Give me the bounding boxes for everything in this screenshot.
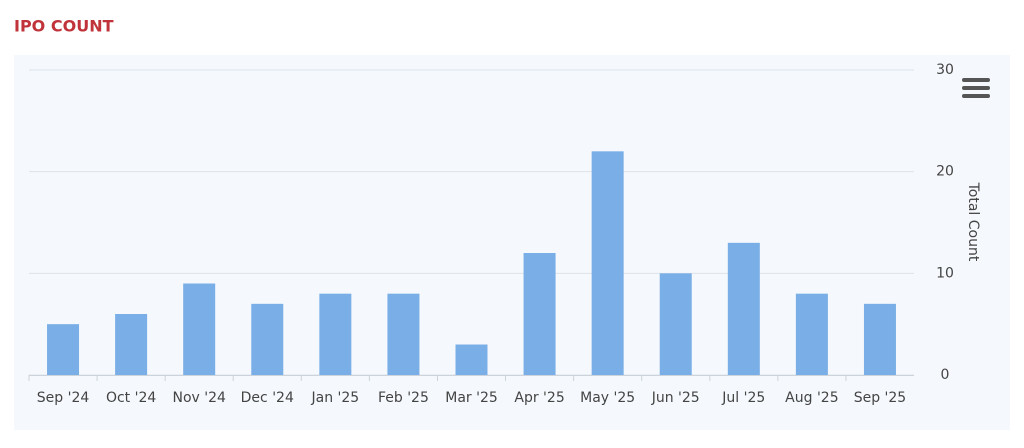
bar (115, 314, 148, 375)
bar (591, 151, 624, 375)
y-tick-label: 20 (936, 164, 954, 180)
bar (659, 273, 692, 375)
x-tick-label: Jul '25 (721, 390, 765, 406)
y-tick-label: 0 (941, 367, 950, 383)
x-tick-label: Feb '25 (378, 390, 429, 406)
bar (183, 283, 216, 375)
x-tick-label: May '25 (580, 390, 635, 406)
menu-bar (962, 94, 990, 98)
x-tick-label: Jan '25 (310, 390, 359, 406)
chart-title: IPO COUNT (14, 17, 114, 36)
x-tick-label: Mar '25 (445, 390, 498, 406)
y-axis-title: Total Count (965, 182, 981, 262)
bar (795, 293, 828, 375)
y-tick-label: 30 (936, 62, 954, 78)
x-tick-label: Apr '25 (514, 390, 564, 406)
x-tick-label: Oct '24 (106, 390, 156, 406)
bar (319, 293, 352, 375)
bar (523, 253, 556, 375)
bar (47, 324, 80, 375)
x-tick-label: Jun '25 (651, 390, 700, 406)
x-tick-label: Sep '24 (37, 390, 90, 406)
menu-bar (962, 78, 990, 82)
bar (455, 344, 488, 375)
x-tick-label: Dec '24 (241, 390, 294, 406)
bar (727, 242, 760, 375)
x-tick-label: Nov '24 (172, 390, 226, 406)
x-tick-label: Aug '25 (785, 390, 838, 406)
bar (863, 303, 896, 375)
menu-bar (962, 86, 990, 90)
plot-background (14, 55, 1010, 430)
bar (251, 303, 284, 375)
menu-button[interactable] (962, 78, 990, 98)
bar (387, 293, 420, 375)
y-tick-label: 10 (936, 265, 954, 281)
x-tick-label: Sep '25 (854, 390, 907, 406)
